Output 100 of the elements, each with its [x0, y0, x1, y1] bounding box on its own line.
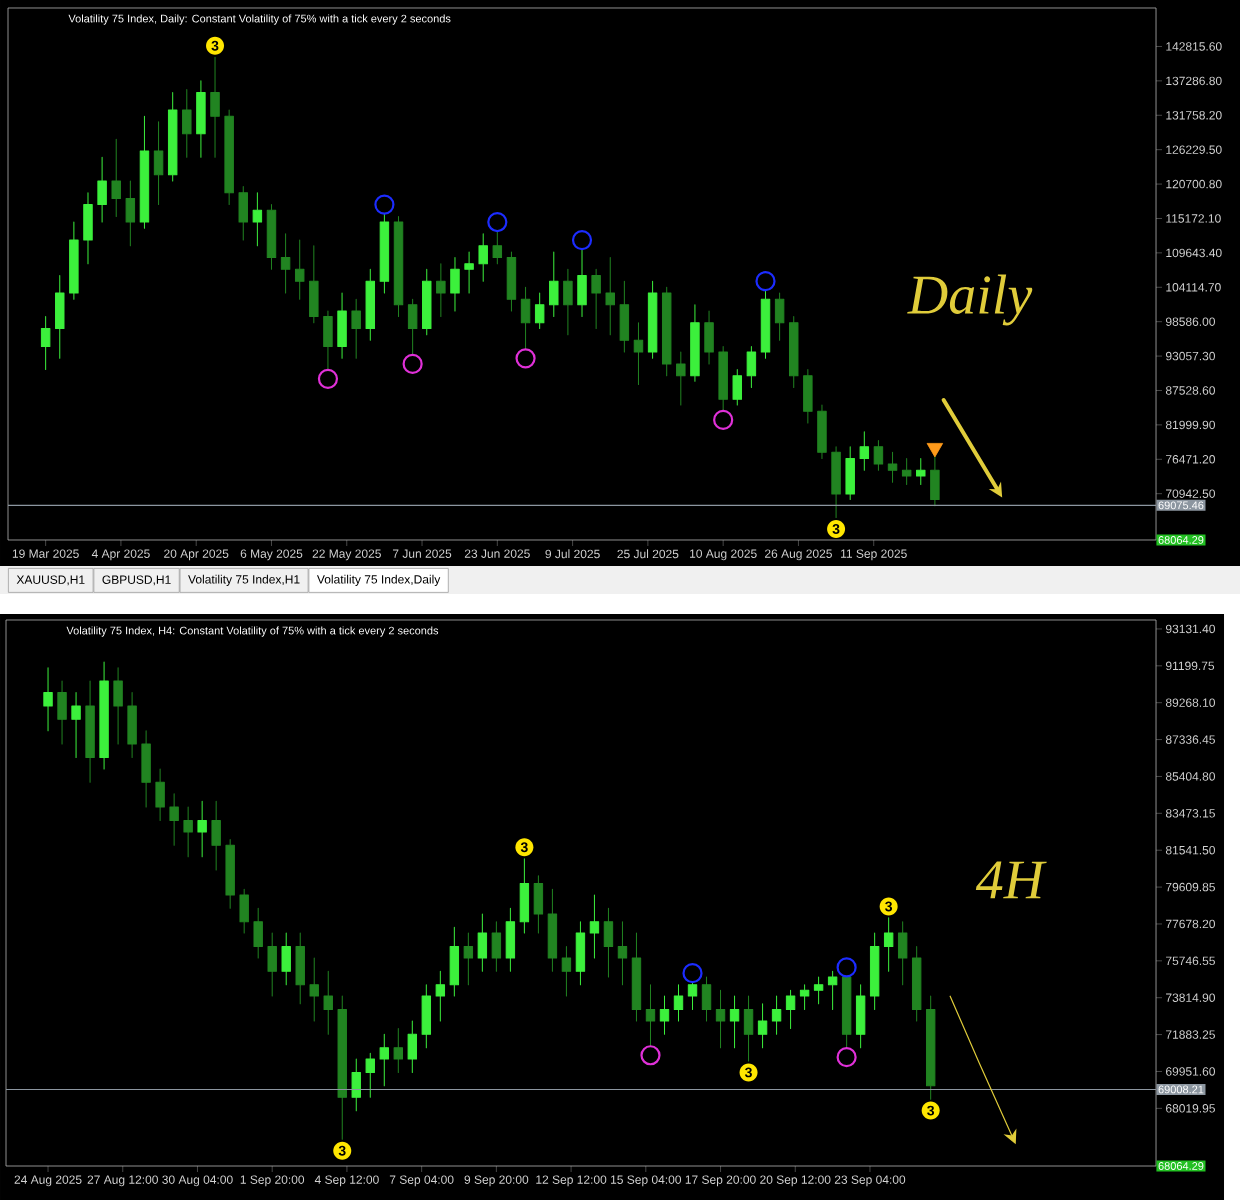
point [571, 229, 593, 251]
candlestick [422, 268, 432, 336]
candlestick [619, 280, 630, 353]
point [640, 1045, 661, 1066]
candlestick [549, 251, 559, 318]
point [836, 957, 857, 978]
candlestick [887, 451, 898, 483]
candlestick [224, 109, 234, 206]
candlestick [690, 304, 700, 382]
candlestick [127, 692, 137, 758]
point [755, 271, 776, 292]
candlestick [196, 80, 206, 158]
candlestick [746, 345, 757, 389]
candlestick [155, 768, 165, 821]
candlestick [85, 680, 95, 783]
candlestick [169, 793, 179, 846]
candlestick [450, 257, 460, 312]
candlestick [803, 369, 813, 424]
candlestick [210, 56, 220, 158]
candlestick [167, 92, 178, 182]
candlestick [141, 730, 151, 808]
candlestick [379, 1033, 389, 1087]
candlestick [911, 945, 922, 1022]
annotation: 4H [975, 861, 1047, 899]
candlestick [295, 932, 305, 1005]
candlestick [757, 1003, 768, 1049]
point [402, 353, 423, 374]
candlestick [225, 839, 235, 909]
candlestick [309, 245, 319, 324]
candlestick [197, 800, 207, 858]
candlestick [729, 995, 740, 1049]
annotation: Daily [907, 274, 1033, 326]
candlestick [605, 257, 615, 336]
candlestick [71, 692, 81, 758]
candlestick [99, 661, 109, 770]
candlestick [365, 1052, 375, 1098]
candlestick [732, 369, 743, 406]
candlestick [647, 280, 658, 359]
candlestick [771, 995, 782, 1035]
candlestick [436, 263, 446, 318]
candlestick [281, 932, 291, 986]
candlestick [506, 251, 517, 312]
candlestick [547, 888, 558, 972]
candlestick [916, 457, 926, 486]
candlestick [799, 984, 810, 1010]
candlestick [603, 907, 614, 978]
candlestick [478, 233, 488, 282]
candlestick [617, 921, 628, 986]
candlestick [139, 115, 150, 229]
candlestick [351, 1058, 361, 1112]
candlestick [505, 907, 516, 972]
candlestick [715, 989, 726, 1049]
candlestick [901, 457, 912, 486]
candlestick [845, 446, 855, 501]
candlestick [253, 907, 263, 959]
candlestick [633, 322, 644, 385]
candlestick [591, 268, 601, 329]
point [836, 1047, 857, 1068]
candlestick [589, 894, 600, 959]
candlestick [266, 204, 277, 270]
candlestick [280, 233, 291, 294]
candlestick [57, 680, 67, 745]
candlestick [855, 984, 866, 1049]
candlestick [337, 292, 347, 359]
candlestick [789, 316, 799, 389]
candlestick [701, 976, 712, 1022]
candlestick [883, 917, 894, 972]
candlestick [774, 292, 785, 341]
candlestick [97, 156, 107, 223]
candlestick [631, 932, 642, 1022]
candlestick [873, 439, 884, 471]
candlestick [351, 298, 361, 359]
candlestick [435, 970, 446, 1022]
point [926, 443, 944, 458]
point [515, 348, 536, 369]
candlestick [925, 995, 936, 1100]
candlestick [111, 138, 121, 217]
candlestick [211, 800, 221, 871]
candlestick [309, 957, 319, 1022]
candlestick [743, 995, 754, 1062]
candlestick [125, 180, 136, 247]
candlestick [40, 316, 51, 370]
candlestick [464, 251, 474, 294]
candlestick [869, 932, 880, 1010]
candlestick [267, 932, 277, 997]
candlestick [393, 215, 404, 318]
candlestick [676, 351, 686, 406]
candlestick [813, 976, 824, 1005]
candlestick [239, 888, 249, 934]
candlestick [519, 858, 530, 934]
point [682, 963, 703, 984]
candlestick [817, 404, 827, 459]
candlestick [153, 121, 164, 206]
candlestick [294, 239, 305, 300]
point [487, 211, 508, 233]
candlestick [55, 275, 65, 359]
candlestick [182, 89, 192, 158]
candlestick [859, 431, 870, 471]
candlestick [83, 192, 93, 265]
point [317, 368, 339, 389]
